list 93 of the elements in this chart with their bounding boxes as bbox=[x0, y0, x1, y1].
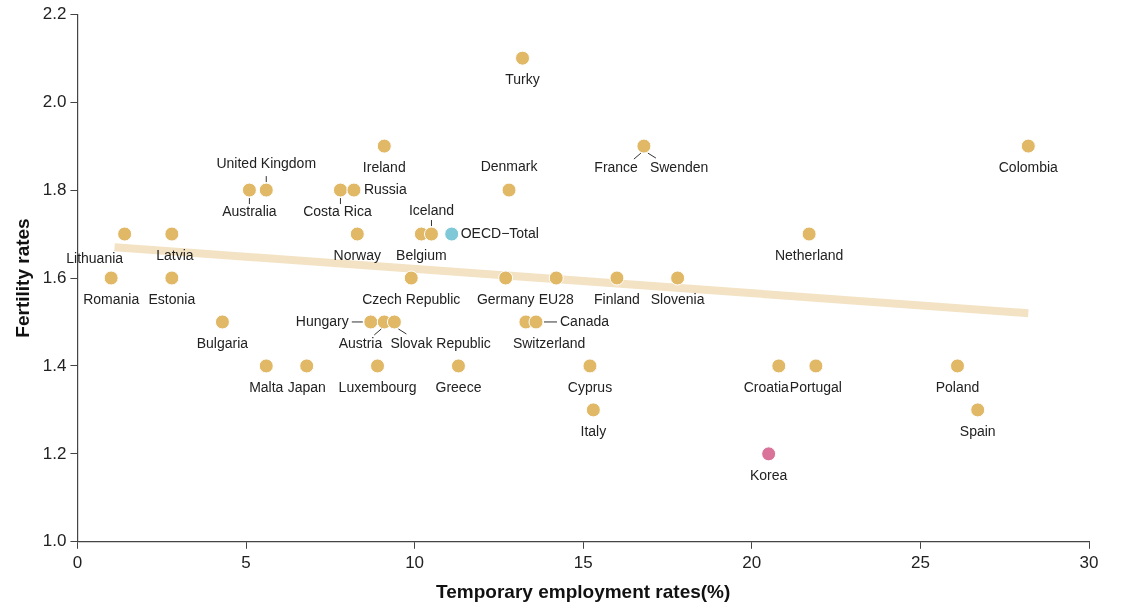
annotation: Canada bbox=[560, 312, 610, 329]
x-axis-title: Temporary employment rates(%) bbox=[436, 580, 731, 602]
point bbox=[970, 402, 986, 418]
annotation: Ireland bbox=[362, 158, 406, 175]
annotation: Switzerland bbox=[512, 334, 586, 351]
point bbox=[349, 226, 365, 242]
point bbox=[450, 358, 466, 374]
annotation: Portugal bbox=[789, 378, 842, 395]
point bbox=[670, 270, 686, 286]
annotation: Germany bbox=[476, 290, 535, 307]
point bbox=[299, 358, 315, 374]
point bbox=[346, 182, 362, 198]
annotation: Denmark bbox=[480, 157, 539, 174]
x-tick-label: 5 bbox=[241, 552, 251, 572]
x-tick-label: 30 bbox=[1079, 552, 1099, 572]
point bbox=[761, 446, 777, 462]
point bbox=[423, 226, 439, 242]
x-tick-label: 25 bbox=[910, 552, 930, 572]
x-tick-label: 10 bbox=[405, 552, 425, 572]
point bbox=[376, 138, 392, 154]
annotation: Colombia bbox=[998, 158, 1059, 175]
point bbox=[241, 182, 257, 198]
y-tick-label: 1.2 bbox=[42, 443, 67, 463]
y-tick-label: 1.8 bbox=[42, 179, 67, 199]
annotation: Romania bbox=[83, 290, 140, 307]
annotation: Austria bbox=[338, 334, 383, 351]
point bbox=[164, 226, 180, 242]
point bbox=[370, 358, 386, 374]
annotation: Greece bbox=[435, 378, 482, 395]
annotation: Japan bbox=[287, 378, 326, 395]
annotation: Latvia bbox=[156, 246, 194, 263]
point bbox=[515, 50, 531, 66]
y-tick-label: 1.4 bbox=[42, 355, 67, 375]
annotation: Netherland bbox=[774, 246, 844, 263]
point bbox=[1020, 138, 1036, 154]
annotation: Estonia bbox=[148, 290, 196, 307]
point bbox=[808, 358, 824, 374]
annotation: Poland bbox=[935, 378, 980, 395]
point bbox=[403, 270, 419, 286]
annotation: Russia bbox=[363, 180, 407, 197]
point bbox=[528, 314, 544, 330]
annotation: Cyprus bbox=[567, 378, 613, 395]
annotation: Bulgaria bbox=[196, 334, 249, 351]
annotation: Belgium bbox=[396, 246, 447, 263]
annotation: OECD−Total bbox=[460, 224, 539, 241]
y-tick-label: 2.0 bbox=[42, 91, 67, 111]
annotation: Spain bbox=[959, 422, 996, 439]
annotation: Korea bbox=[749, 466, 788, 483]
annotation: France bbox=[594, 158, 639, 175]
point bbox=[258, 182, 274, 198]
annotation: United Kingdom bbox=[216, 154, 317, 171]
x-tick-label: 15 bbox=[573, 552, 593, 572]
point bbox=[363, 314, 379, 330]
annotation: EU28 bbox=[538, 290, 574, 307]
annotation: Italy bbox=[580, 422, 607, 439]
point bbox=[771, 358, 787, 374]
annotation: Slovenia bbox=[650, 290, 705, 307]
y-tick-label: 2.2 bbox=[42, 3, 67, 23]
point bbox=[258, 358, 274, 374]
y-axis-title: Fertility rates bbox=[11, 218, 33, 338]
annotation: Turky bbox=[505, 71, 540, 88]
point bbox=[585, 402, 601, 418]
annotation: Croatia bbox=[743, 378, 789, 395]
annotation: Australia bbox=[222, 202, 277, 219]
annotation: Finland bbox=[593, 290, 640, 307]
point bbox=[501, 182, 517, 198]
point bbox=[214, 314, 230, 330]
point bbox=[117, 226, 133, 242]
annotation: Luxembourg bbox=[338, 378, 417, 395]
point bbox=[548, 270, 564, 286]
point bbox=[609, 270, 625, 286]
y-tick-label: 1.0 bbox=[42, 531, 67, 551]
x-tick-label: 20 bbox=[742, 552, 762, 572]
y-tick-label: 1.6 bbox=[42, 267, 67, 287]
point bbox=[103, 270, 119, 286]
annotation: Czech Republic bbox=[362, 290, 461, 307]
annotation: Iceland bbox=[408, 201, 455, 218]
point bbox=[636, 138, 652, 154]
annotation: Slovak Republic bbox=[390, 334, 491, 351]
annotation: Norway bbox=[333, 246, 382, 263]
point bbox=[582, 358, 598, 374]
point bbox=[801, 226, 817, 242]
annotation: Costa Rica bbox=[303, 202, 372, 219]
point bbox=[950, 358, 965, 374]
annotation: Hungary bbox=[295, 312, 349, 329]
x-tick-label: 0 bbox=[72, 552, 83, 572]
point bbox=[444, 226, 460, 242]
annotation: Malta bbox=[249, 378, 284, 395]
point bbox=[498, 270, 514, 286]
point bbox=[386, 314, 402, 330]
point bbox=[164, 270, 180, 286]
annotation: Swenden bbox=[649, 158, 709, 175]
point bbox=[332, 182, 348, 198]
